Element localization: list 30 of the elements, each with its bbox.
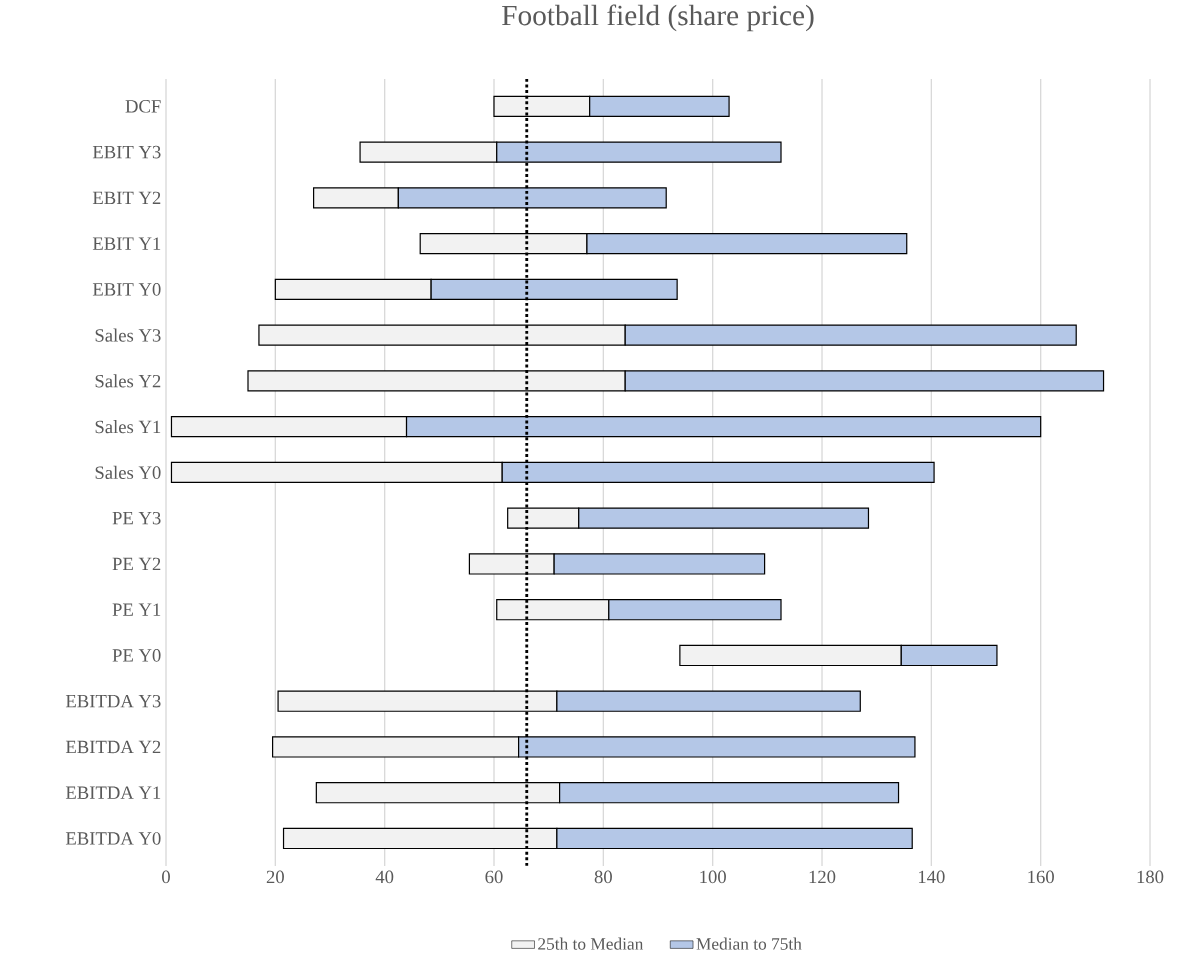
y-tick-label: PE Y1 [112,603,161,616]
x-tick-label: 0 [162,870,170,884]
y-tick-label: EBITDA Y0 [65,832,161,845]
x-tick-label: 40 [375,870,394,884]
y-tick-label: EBIT Y2 [92,191,161,205]
y-tick-label: Sales Y3 [95,328,161,342]
x-tick-label: 100 [700,870,726,884]
y-tick-label: EBITDA Y3 [65,694,161,708]
y-tick-label: PE Y3 [112,511,161,525]
x-tick-label: 20 [266,870,284,884]
x-tick-label: 80 [594,870,612,884]
y-tick-label: EBIT Y3 [92,145,161,159]
y-tick-label: PE Y0 [112,649,161,662]
x-tick-label: 60 [485,870,503,884]
y-tick-label: PE Y2 [112,557,161,571]
x-tick-label: 140 [918,870,945,884]
y-tick-label: Sales Y1 [95,420,161,434]
y-tick-label: DCF [125,100,161,113]
y-tick-label: EBITDA Y1 [65,786,161,799]
x-tick-label: 180 [1137,870,1164,884]
chart-title: Football field (share price) [502,4,814,32]
y-tick-label: EBIT Y0 [92,283,161,296]
y-tick-label: EBITDA Y2 [65,740,161,754]
y-tick-label: Sales Y2 [95,374,161,388]
y-tick-label: EBIT Y1 [92,237,161,250]
x-tick-label: 120 [809,870,836,884]
x-tick-label: 160 [1028,870,1054,884]
legend-label: Median to 75th [696,937,802,950]
legend-label: 25th to Median [538,937,644,950]
y-tick-label: Sales Y0 [95,465,161,480]
